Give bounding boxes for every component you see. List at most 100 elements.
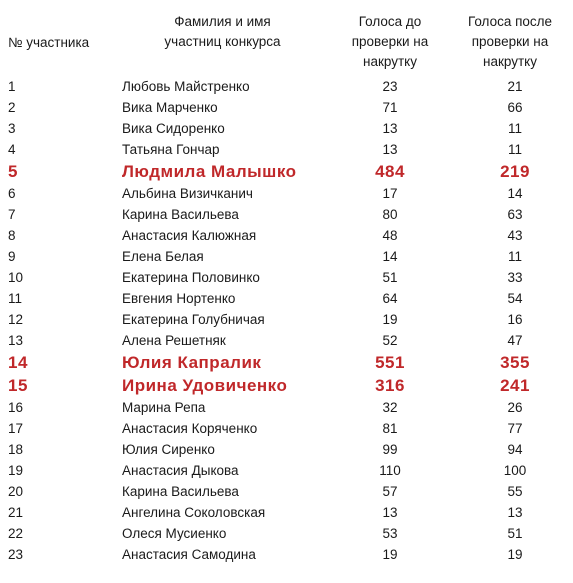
participant-number: 9 [8,249,16,264]
table-row-highlighted: 5 Людмила Малышко 484 219 [0,160,573,183]
participant-number: 8 [8,228,16,243]
table-row: 8 Анастасия Калюжная 48 43 [0,225,573,246]
participant-number: 12 [8,312,24,327]
table-row: 12 Екатерина Голубничая 19 16 [0,309,573,330]
participant-number: 15 [8,376,28,395]
participant-number: 7 [8,207,16,222]
participant-number: 4 [8,142,16,157]
votes-before: 99 [382,442,398,457]
table-row: 4 Татьяна Гончар 13 11 [0,139,573,160]
participant-name: Олеся Мусиенко [122,526,227,541]
header-after-line3: накрутку [483,54,537,69]
votes-before: 53 [382,526,398,541]
participant-number: 14 [8,353,28,372]
header-participant-number: № участника [8,33,89,53]
votes-after: 94 [507,442,523,457]
participant-name: Юлия Капралик [122,353,262,372]
header-after-line2: проверки на [471,34,549,49]
participant-number: 6 [8,186,16,201]
participant-number: 18 [8,442,24,457]
header-participant-name: Фамилия и имя участниц конкурса [140,12,305,52]
votes-before: 14 [382,249,398,264]
participant-number: 19 [8,463,24,478]
votes-before: 52 [382,333,398,348]
participant-name: Ангелина Соколовская [122,505,266,520]
table-row: 7 Карина Васильева 80 63 [0,204,573,225]
participant-number: 13 [8,333,24,348]
table-row: 11 Евгения Нортенко 64 54 [0,288,573,309]
table-row: 19 Анастасия Дыкова 110 100 [0,460,573,481]
participant-name: Любовь Майстренко [122,79,250,94]
votes-after: 33 [507,270,523,285]
table-row: 18 Юлия Сиренко 99 94 [0,439,573,460]
votes-before: 13 [382,142,398,157]
header-number-text: № участника [8,35,90,50]
votes-after: 16 [507,312,523,327]
votes-after: 43 [507,228,523,243]
header-before-line3: накрутку [363,54,417,69]
participant-name: Алена Решетняк [122,333,226,348]
table-row: 1 Любовь Майстренко 23 21 [0,76,573,97]
votes-before: 80 [382,207,398,222]
table-row: 20 Карина Васильева 57 55 [0,481,573,502]
table-row: 16 Марина Репа 32 26 [0,397,573,418]
votes-before: 484 [375,162,405,181]
participant-number: 10 [8,270,24,285]
table-body: 1 Любовь Майстренко 23 21 2 Вика Марченко 7 1 6 6… [0,76,573,565]
participant-name: Юлия Сиренко [122,442,215,457]
participant-name: Карина Васильева [122,484,239,499]
votes-before: 19 [382,312,398,327]
participant-name: Альбина Визичканич [122,186,253,201]
participant-name: Анастасия Коряченко [122,421,258,436]
table-row: 6 Альбина Визичканич 17 14 [0,183,573,204]
votes-after: 21 [507,79,523,94]
participant-name: Анастасия Дыкова [122,463,239,478]
votes-before: 19 [382,547,398,562]
votes-after: 77 [507,421,523,436]
votes-after: 19 [507,547,523,562]
header-after-line1: Голоса после [467,14,553,29]
header-votes-after: Голоса после проверки на накрутку [455,12,565,72]
votes-after: 11 [507,249,522,264]
participant-name: Людмила Малышко [122,162,297,181]
participant-number: 5 [8,162,18,181]
table-row: 17 Анастасия Коряченко 81 77 [0,418,573,439]
participant-name: Елена Белая [122,249,204,264]
participant-number: 21 [8,505,24,520]
participant-name: Екатерина Половинко [122,270,260,285]
participant-name: Вика Сидоренко [122,121,225,136]
participant-number: 22 [8,526,24,541]
table-row: 2 Вика Марченко 71 66 [0,97,573,118]
header-name-line2: участниц конкурса [164,34,281,49]
votes-after: 55 [507,484,523,499]
votes-before: 13 [382,121,398,136]
votes-after: 241 [500,376,530,395]
votes-after: 66 [507,100,523,115]
table-row-highlighted: 14 Юлия Капралик 551 355 [0,351,573,374]
participant-number: 11 [8,291,23,306]
votes-before: 551 [375,353,405,372]
votes-after: 26 [507,400,523,415]
votes-before: 48 [382,228,398,243]
participant-name: Ирина Удовиченко [122,376,288,395]
votes-after: 63 [507,207,523,222]
table-row: 13 Алена Решетняк 52 47 [0,330,573,351]
participant-number: 2 [8,100,16,115]
participant-number: 3 [8,121,16,136]
table-row-highlighted: 15 Ирина Удовиченко 316 241 [0,374,573,397]
votes-after: 100 [503,463,527,478]
header-name-line1: Фамилия и имя [174,14,271,29]
votes-after: 13 [507,505,523,520]
votes-after: 47 [507,333,523,348]
table-row: 23 Анастасия Самодина 19 19 [0,544,573,565]
table-row: 9 Елена Белая 14 11 [0,246,573,267]
participant-name: Анастасия Калюжная [122,228,257,243]
votes-after: 11 [507,121,522,136]
participant-number: 20 [8,484,24,499]
table-row: 21 Ангелина Соколовская 13 13 [0,502,573,523]
votes-after: 54 [507,291,523,306]
votes-before: 57 [382,484,398,499]
votes-before: 64 [382,291,398,306]
votes-after: 11 [507,142,522,157]
participant-name: Вика Марченко [122,100,218,115]
